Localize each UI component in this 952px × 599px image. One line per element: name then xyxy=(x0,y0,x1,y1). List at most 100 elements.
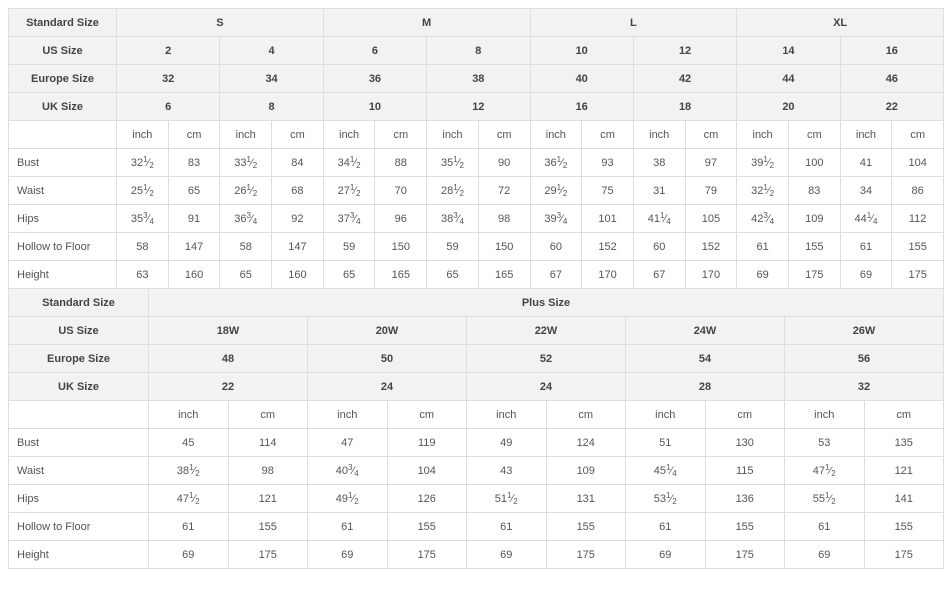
cell-cm: 136 xyxy=(705,485,785,513)
table-row: Height6316065160651656516567170671706917… xyxy=(9,261,944,289)
us-col: 20W xyxy=(308,317,467,345)
measure-label: Hollow to Floor xyxy=(9,513,149,541)
cell-inch: 59 xyxy=(427,233,479,261)
cell-inch: 393⁄4 xyxy=(530,205,582,233)
size-chart: Standard SizeSMLXLUS Size246810121416Eur… xyxy=(8,8,944,569)
uk-col: 22 xyxy=(149,373,308,401)
cell-inch: 63 xyxy=(117,261,169,289)
cell-cm: 115 xyxy=(705,457,785,485)
cell-inch: 43 xyxy=(467,457,547,485)
cell-inch: 41 xyxy=(840,149,892,177)
cell-cm: 104 xyxy=(387,457,467,485)
eu-col: 32 xyxy=(117,65,220,93)
eu-col: 38 xyxy=(427,65,530,93)
cell-inch: 321⁄2 xyxy=(737,177,789,205)
cell-inch: 441⁄4 xyxy=(840,205,892,233)
cell-cm: 175 xyxy=(228,541,308,569)
cell-cm: 109 xyxy=(546,457,626,485)
cell-cm: 165 xyxy=(478,261,530,289)
cell-inch: 69 xyxy=(626,541,706,569)
cell-cm: 68 xyxy=(272,177,324,205)
cell-inch: 511⁄2 xyxy=(467,485,547,513)
measure-label: Hips xyxy=(9,485,149,513)
uk-size-header-2: UK Size xyxy=(9,373,149,401)
cell-cm: 79 xyxy=(685,177,737,205)
us-col: 8 xyxy=(427,37,530,65)
cell-cm: 131 xyxy=(546,485,626,513)
cell-inch: 261⁄2 xyxy=(220,177,272,205)
cell-inch: 67 xyxy=(530,261,582,289)
cell-inch: 61 xyxy=(785,513,865,541)
uk-size-header: UK Size xyxy=(9,93,117,121)
measure-label: Waist xyxy=(9,457,149,485)
cell-cm: 152 xyxy=(685,233,737,261)
cell-inch: 65 xyxy=(220,261,272,289)
eu-col: 54 xyxy=(626,345,785,373)
cell-inch: 61 xyxy=(737,233,789,261)
us-col: 4 xyxy=(220,37,323,65)
cell-cm: 92 xyxy=(272,205,324,233)
cell-cm: 155 xyxy=(228,513,308,541)
cm-header: cm xyxy=(705,401,785,429)
us-col: 24W xyxy=(626,317,785,345)
cell-cm: 160 xyxy=(272,261,324,289)
uk-col: 16 xyxy=(530,93,633,121)
cell-cm: 135 xyxy=(864,429,944,457)
cell-inch: 251⁄2 xyxy=(117,177,169,205)
cell-cm: 152 xyxy=(582,233,634,261)
cell-inch: 321⁄2 xyxy=(117,149,169,177)
inch-header: inch xyxy=(308,401,388,429)
cell-inch: 67 xyxy=(633,261,685,289)
cell-inch: 61 xyxy=(626,513,706,541)
inch-header: inch xyxy=(220,121,272,149)
eu-col: 34 xyxy=(220,65,323,93)
uk-col: 20 xyxy=(737,93,840,121)
cell-cm: 155 xyxy=(892,233,944,261)
uk-col: 24 xyxy=(467,373,626,401)
cell-cm: 165 xyxy=(375,261,427,289)
standard-size-header: Standard Size xyxy=(9,9,117,37)
eu-size-header-2: Europe Size xyxy=(9,345,149,373)
table-row: Hips353⁄491363⁄492373⁄496383⁄498393⁄4101… xyxy=(9,205,944,233)
eu-col: 48 xyxy=(149,345,308,373)
cell-inch: 61 xyxy=(308,513,388,541)
us-col: 10 xyxy=(530,37,633,65)
cell-cm: 112 xyxy=(892,205,944,233)
inch-header: inch xyxy=(467,401,547,429)
cell-inch: 383⁄4 xyxy=(427,205,479,233)
cell-cm: 119 xyxy=(387,429,467,457)
cell-cm: 72 xyxy=(478,177,530,205)
cell-cm: 155 xyxy=(788,233,840,261)
cell-inch: 60 xyxy=(530,233,582,261)
measure-label: Waist xyxy=(9,177,117,205)
cell-inch: 373⁄4 xyxy=(323,205,375,233)
cell-cm: 105 xyxy=(685,205,737,233)
cell-inch: 363⁄4 xyxy=(220,205,272,233)
cell-cm: 104 xyxy=(892,149,944,177)
table-row: Waist251⁄265261⁄268271⁄270281⁄272291⁄275… xyxy=(9,177,944,205)
us-size-header-2: US Size xyxy=(9,317,149,345)
us-col: 14 xyxy=(737,37,840,65)
eu-col: 40 xyxy=(530,65,633,93)
inch-header: inch xyxy=(530,121,582,149)
us-col: 6 xyxy=(323,37,426,65)
cell-inch: 65 xyxy=(323,261,375,289)
table-row: Height6917569175691756917569175 xyxy=(9,541,944,569)
blank-header xyxy=(9,401,149,429)
table-row: Hollow to Floor6115561155611556115561155 xyxy=(9,513,944,541)
cell-cm: 97 xyxy=(685,149,737,177)
cell-cm: 170 xyxy=(582,261,634,289)
cell-inch: 61 xyxy=(467,513,547,541)
cell-cm: 124 xyxy=(546,429,626,457)
inch-header: inch xyxy=(626,401,706,429)
inch-header: inch xyxy=(149,401,229,429)
cell-cm: 175 xyxy=(788,261,840,289)
cm-header: cm xyxy=(546,401,626,429)
uk-col: 10 xyxy=(323,93,426,121)
eu-col: 44 xyxy=(737,65,840,93)
cell-inch: 47 xyxy=(308,429,388,457)
cell-cm: 90 xyxy=(478,149,530,177)
cm-header: cm xyxy=(582,121,634,149)
cell-cm: 160 xyxy=(168,261,220,289)
cell-inch: 51 xyxy=(626,429,706,457)
